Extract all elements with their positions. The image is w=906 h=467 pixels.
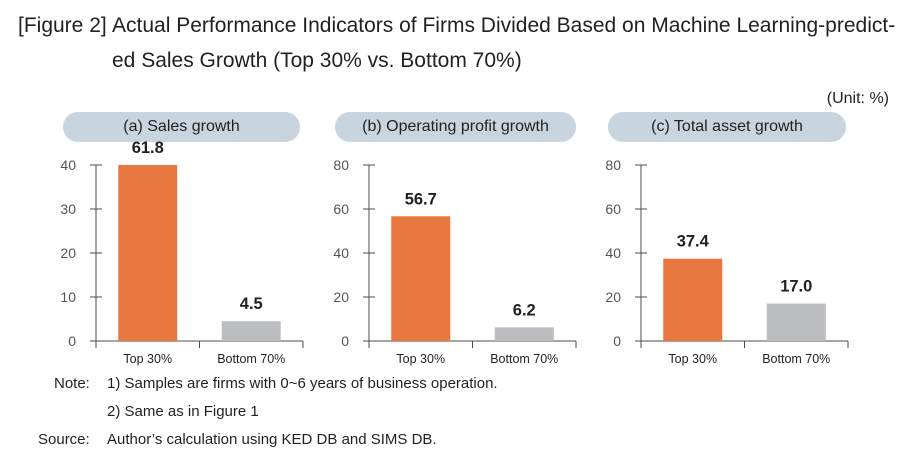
x-category-label: Top 30% <box>123 352 172 366</box>
y-tick-label: 40 <box>605 245 621 261</box>
y-tick-label: 60 <box>333 201 349 217</box>
bar-chart-svg: 0 20 40 60 80 56.7 Top 30% 6.2 Bottom 70% <box>333 157 577 366</box>
y-tick-label: 40 <box>333 245 349 261</box>
y-tick-label: 30 <box>60 201 76 217</box>
y-tick-label: 80 <box>333 157 349 173</box>
x-category-label: Top 30% <box>668 352 717 366</box>
chart-title-pill: (a) Sales growth <box>63 112 300 142</box>
bar-value-label: 56.7 <box>405 190 437 208</box>
note-line-2: 2) Same as in Figure 1 <box>107 403 259 420</box>
y-tick-label: 10 <box>60 289 76 305</box>
y-tick-label: 20 <box>605 289 621 305</box>
y-tick-label: 0 <box>68 333 76 349</box>
source-label: Source: <box>38 431 90 448</box>
y-tick-label: 80 <box>605 157 621 173</box>
bar-bottom-70 <box>221 321 281 341</box>
bar-chart-svg: 0 10 20 30 40 61.8 Top 30% 4.5 Bottom 70% <box>60 139 304 366</box>
y-tick-label: 0 <box>613 333 621 349</box>
figure-title-line-1: Actual Performance Indicators of Firms D… <box>112 14 896 37</box>
y-tick-label: 20 <box>60 245 76 261</box>
note-label: Note: <box>54 375 90 392</box>
bar-value-label: 37.4 <box>677 233 710 251</box>
chart-panel-total-asset-growth: (c) Total asset growth 0 20 40 60 80 37.4 Top … <box>603 112 853 370</box>
y-tick-label: 20 <box>333 289 349 305</box>
x-category-label: Bottom 70% <box>217 352 285 366</box>
bar-value-label: 17.0 <box>780 278 812 296</box>
chart-panel-operating-profit-growth: (b) Operating profit growth 0 20 40 60 80 56.… <box>331 112 581 370</box>
bar-top-30 <box>391 216 451 341</box>
chart-title-pill: (b) Operating profit growth <box>335 112 576 142</box>
bar-top-30 <box>118 165 178 341</box>
bar-bottom-70 <box>494 327 554 341</box>
bar-chart-svg: 0 20 40 60 80 37.4 Top 30% 17.0 Bottom 70% <box>605 157 849 366</box>
y-tick-label: 0 <box>341 333 349 349</box>
figure-number: [Figure 2] <box>18 14 107 37</box>
source-text: Author’s calculation using KED DB and SI… <box>107 431 437 448</box>
bar-value-label: 6.2 <box>513 301 536 319</box>
unit-label: (Unit: %) <box>826 90 889 107</box>
y-tick-label: 40 <box>60 157 76 173</box>
chart-title-pill: (c) Total asset growth <box>608 112 846 142</box>
note-line-1: 1) Samples are firms with 0~6 years of b… <box>107 375 498 392</box>
chart-panel-sales-growth: (a) Sales growth 0 10 20 30 40 61.8 Top 30% 4.5… <box>58 112 308 370</box>
bar-value-label: 61.8 <box>132 139 164 157</box>
y-tick-label: 60 <box>605 201 621 217</box>
x-category-label: Top 30% <box>396 352 445 366</box>
x-category-label: Bottom 70% <box>762 352 830 366</box>
figure-title-line-2: ed Sales Growth (Top 30% vs. Bottom 70%) <box>112 49 522 72</box>
bar-bottom-70 <box>766 303 826 341</box>
x-category-label: Bottom 70% <box>490 352 558 366</box>
bar-top-30 <box>663 258 723 341</box>
bar-value-label: 4.5 <box>240 295 263 313</box>
